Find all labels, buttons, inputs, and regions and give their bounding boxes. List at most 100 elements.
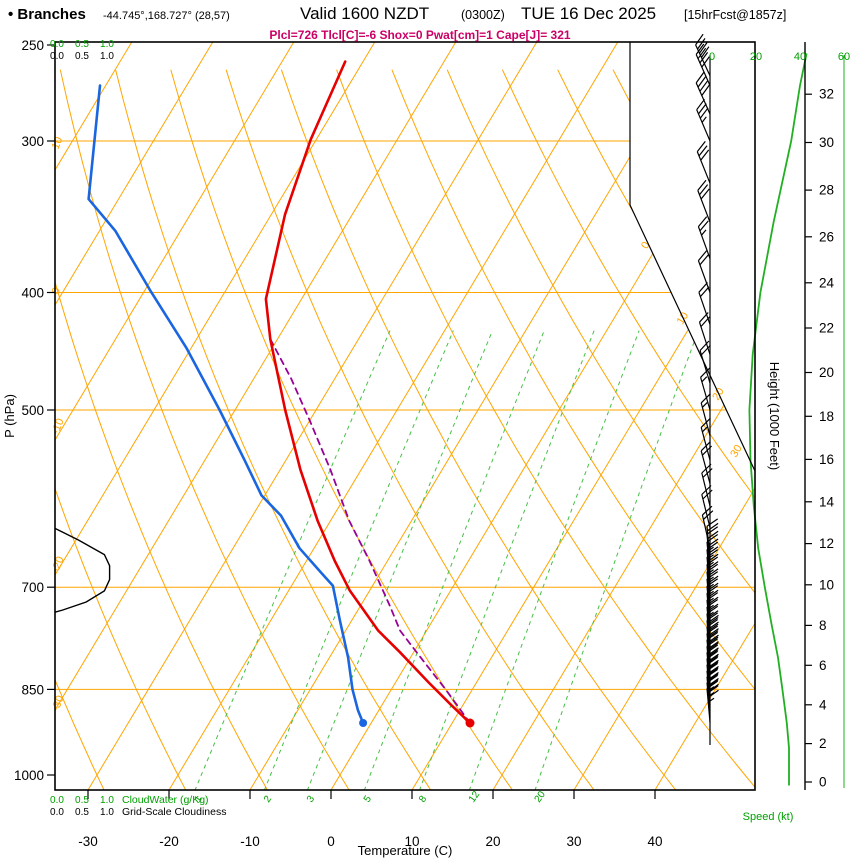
wind-barb-feather: [696, 141, 706, 152]
temperature-tick-label: -10: [240, 834, 260, 849]
height-tick-label: 16: [819, 452, 834, 467]
isotherm-line: [492, 42, 755, 790]
cloudiness-scale-tick: 0.5: [75, 51, 89, 62]
dry-adiabat-line: [446, 69, 755, 790]
height-tick-label: 8: [819, 618, 827, 633]
wind-barb-feather: [701, 505, 713, 516]
cloudwater-scale-tick: 0.0: [50, 39, 64, 50]
dry-adiabat-line: [225, 69, 595, 790]
wind-barb-feather: [700, 344, 711, 356]
wind-barb: [700, 377, 711, 411]
dry-adiabat-line: [336, 69, 755, 790]
wind-barb-feather: [701, 401, 708, 408]
wind-barb: [701, 494, 711, 528]
adiabat-label: 0: [50, 286, 63, 296]
pressure-axis-title: P (hPa): [2, 394, 17, 438]
adiabat-label: -20: [50, 555, 67, 574]
speed-scale-tick: 60: [838, 51, 850, 63]
wind-barb-feather: [700, 367, 711, 378]
dry-adiabat-line: [115, 69, 432, 790]
cloudiness-scale-tick: 0.0: [50, 51, 64, 62]
pressure-tick-label: 400: [21, 286, 44, 301]
wind-barb-feather: [701, 229, 707, 236]
wind-barb-feather: [699, 42, 708, 54]
indices-line: Plcl=726 Tlcl[C]=-6 Shox=0 Pwat[cm]=1 Ca…: [269, 28, 571, 42]
wind-barb-feather: [698, 282, 708, 293]
isotherm-label: 30: [728, 443, 745, 460]
cloudwater-scale-tick: 1.0: [100, 39, 114, 50]
speed-axis-label: Speed (kt): [743, 811, 794, 823]
wind-barb-feather: [699, 184, 709, 196]
dry-adiabat-line: [280, 69, 677, 790]
temperature-tick-label: 30: [566, 834, 581, 849]
wind-barb: [697, 190, 711, 223]
dry-adiabat-line: [391, 69, 755, 790]
wind-barbs: [695, 33, 719, 745]
mixing-ratio-label: 3: [305, 793, 317, 804]
wind-barb-feather: [700, 149, 710, 161]
plot-border: [54, 41, 756, 791]
speed-scale-tick: 40: [794, 51, 806, 63]
wind-barb-feather: [707, 530, 719, 540]
mixing-ratio-line: [534, 330, 699, 790]
wind-barb: [706, 549, 711, 584]
wind-barb: [695, 44, 711, 76]
height-axis-title: Height (1000 Feet): [767, 362, 782, 470]
height-tick-label: 2: [819, 736, 827, 751]
cloudwater-scale-tick: 0.5: [75, 39, 89, 50]
valid-date: TUE 16 Dec 2025: [521, 4, 657, 23]
wind-barb-feather: [698, 145, 708, 157]
pressure-tick-label: 1000: [14, 768, 44, 783]
height-tick-label: 22: [819, 321, 834, 336]
pressure-tick-label: 700: [21, 580, 44, 595]
dry-adiabat-line: [55, 69, 105, 790]
mixing-ratio-line: [263, 330, 454, 790]
wind-barb: [697, 226, 711, 259]
wind-barb-feather: [701, 46, 710, 58]
wind-barb-feather: [707, 522, 719, 532]
dry-adiabat-line: [612, 69, 755, 790]
forecast-info: [15hrFcst@1857z]: [684, 8, 787, 22]
wind-barb-feather: [700, 393, 711, 404]
speed-scale-tick: 20: [750, 51, 762, 63]
mixing-ratio-line: [468, 330, 640, 790]
isotherm-line: [168, 42, 619, 790]
wind-barb: [697, 260, 711, 293]
wind-barb: [706, 557, 711, 591]
adiabat-label: -10: [50, 417, 67, 436]
pressure-tick-label: 250: [21, 38, 44, 53]
wind-barb: [706, 600, 711, 635]
isotherm-line: [411, 42, 755, 790]
wind-barb-feather: [695, 33, 704, 46]
height-tick-label: 6: [819, 658, 827, 673]
cloudiness-scale-tick: 0.0: [50, 807, 64, 818]
cloudwater-scale-tick: 0.0: [50, 795, 64, 806]
dewpoint-curve: [87, 84, 365, 725]
wind-barb-feather: [701, 116, 707, 123]
speed-curve: [748, 53, 808, 786]
height-tick-label: 12: [819, 536, 834, 551]
wind-barb-feather: [697, 76, 707, 88]
height-tick-label: 14: [819, 494, 835, 509]
valid-time: Valid 1600 NZDT: [300, 4, 430, 23]
wind-barb-feather: [697, 38, 706, 50]
isotherm-line: [654, 42, 755, 790]
wind-barb: [698, 322, 711, 355]
wind-barb-feather: [696, 98, 705, 111]
speed-scale-tick: 0: [709, 51, 715, 63]
wind-barb: [698, 292, 711, 325]
adiabat-label: -30: [50, 694, 67, 713]
cloudwater-axis-label: CloudWater (g/Kg): [122, 794, 209, 806]
mixing-ratio-line: [418, 330, 595, 790]
wind-barb-feather: [699, 107, 709, 119]
mixing-ratio-label: 20: [533, 789, 549, 805]
wind-barb: [706, 564, 711, 599]
temperature-tick-label: 0: [327, 834, 335, 849]
wind-barb: [706, 541, 711, 576]
wind-barb: [695, 54, 711, 86]
grid: [55, 42, 755, 790]
mixing-ratio-label: 12: [467, 789, 483, 805]
wind-barb-feather: [698, 103, 707, 115]
isotherm-line: [573, 42, 755, 790]
